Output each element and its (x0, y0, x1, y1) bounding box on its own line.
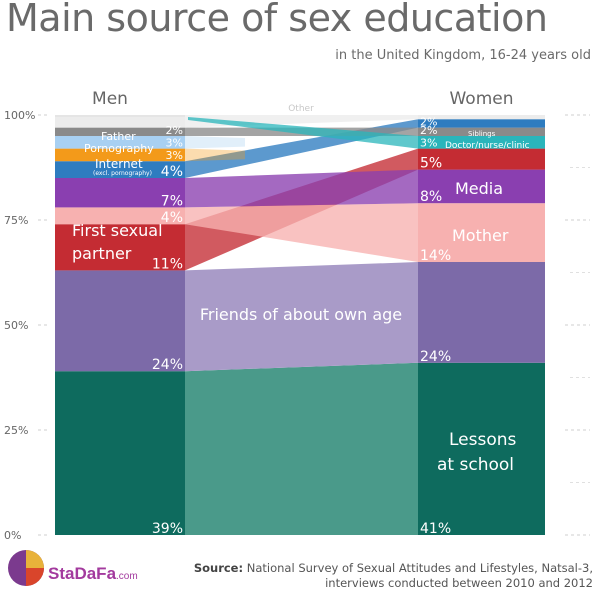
bar-men-pornography (55, 148, 185, 162)
bar-women-other (418, 115, 545, 120)
source-label: Source: (193, 561, 244, 575)
value-label-women: 3% (420, 137, 437, 150)
value-label-women: 5% (420, 156, 442, 172)
value-label-men: 3% (166, 149, 183, 162)
series-label-doctor: Doctor/nurse/clinic (445, 141, 530, 151)
value-label-men: 7% (161, 193, 183, 209)
logo-icon (8, 550, 44, 586)
y-tick-label: 75% (4, 214, 28, 227)
bar-men-media (55, 178, 185, 208)
flow-doctor (188, 117, 418, 149)
bar-men-other (55, 115, 185, 128)
series-label-pornography: Pornography (84, 142, 154, 155)
bar-men-lessons (55, 371, 185, 535)
bar-men-friends (55, 270, 185, 372)
value-label-men: 11% (152, 256, 183, 272)
value-label-men: 2% (166, 124, 183, 137)
bar-women-media (418, 169, 545, 204)
bar-men-father (55, 136, 185, 149)
value-label-men: 4% (161, 164, 183, 180)
bar-men-top-edge (55, 115, 185, 117)
value-label-women: 8% (420, 189, 442, 205)
series-label-siblings: Siblings (468, 130, 496, 138)
category-label-men: Men (92, 89, 128, 109)
flow-father (185, 136, 245, 149)
series-label-first-partner-line2: partner (72, 244, 132, 263)
bar-women-friends (418, 262, 545, 363)
flow-pornography (185, 148, 245, 162)
series-label-friends: Friends of about own age (200, 305, 402, 324)
bar-men-siblings (55, 127, 185, 136)
value-label-women: 14% (420, 248, 451, 264)
series-label-lessons-line2: at school (437, 455, 514, 475)
chart-title: Main source of sex education (6, 0, 548, 40)
value-label-men: 4% (161, 210, 183, 226)
logo-name: StaDaFa (48, 564, 117, 583)
series-label-first-partner-line1: First sexual (72, 221, 163, 240)
bar-women-lessons (418, 362, 545, 535)
bar-women-siblings (418, 127, 545, 136)
series-label-father: Father (101, 130, 136, 143)
flow-friends (185, 262, 418, 372)
source-text: National Survey of Sexual Attitudes and … (246, 561, 593, 590)
logo-suffix: .com (116, 571, 138, 582)
bar-women-mother (418, 203, 545, 262)
value-label-men: 24% (152, 357, 183, 373)
logo-text: StaDaFa.com (48, 564, 138, 584)
bar-men-mother (55, 207, 185, 225)
y-tick-label: 25% (4, 424, 28, 437)
flow-mother (185, 203, 418, 262)
chart-subtitle: in the United Kingdom, 16-24 years old (335, 48, 591, 63)
series-label-lessons-line1: Lessons (449, 430, 517, 450)
category-label-women: Women (449, 89, 513, 109)
value-label-women: 2% (420, 124, 437, 137)
bar-women-internet (418, 119, 545, 128)
flow-lessons (185, 362, 418, 535)
flow-media (185, 169, 418, 208)
value-label-women: 24% (420, 349, 451, 365)
series-label-mother: Mother (452, 226, 509, 245)
bar-men-internet (55, 161, 185, 178)
source-note: Source: National Survey of Sexual Attitu… (173, 561, 593, 591)
value-label-men: 3% (166, 137, 183, 150)
y-tick-label: 0% (4, 529, 21, 542)
logo (6, 548, 46, 592)
y-tick-label: 50% (4, 319, 28, 332)
series-label-other: Other (288, 104, 314, 114)
value-label-women: 41% (420, 521, 451, 537)
bar-women-first_sexual_partner (418, 148, 545, 170)
series-label-internet: Internet (95, 157, 143, 171)
y-tick-label: 100% (4, 109, 35, 122)
value-label-men: 39% (152, 521, 183, 537)
series-label-internet-sub: (excl. pornography) (93, 170, 152, 177)
series-label-media: Media (455, 179, 503, 198)
bar-women-doctor (418, 136, 545, 149)
bar-men-first_sexual_partner (55, 224, 185, 271)
value-label-women: 2% (420, 116, 437, 129)
